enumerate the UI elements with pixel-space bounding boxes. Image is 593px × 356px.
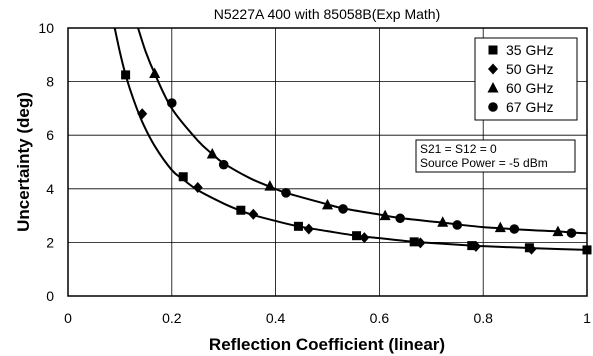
x-tick-label: 0.4 [266, 310, 286, 326]
y-axis-label: Uncertainty (deg) [14, 92, 33, 232]
data-point-diamond [303, 223, 314, 235]
legend-marker-square [488, 45, 498, 55]
x-tick-label: 0.2 [162, 310, 182, 326]
grid [68, 28, 587, 296]
y-tick-label: 6 [46, 127, 54, 143]
data-point-square [236, 205, 246, 215]
annotation-box [415, 139, 576, 173]
data-point-circle [395, 213, 405, 224]
data-point-triangle [494, 221, 506, 233]
data-point-circle [509, 224, 520, 234]
x-tick-label: 0 [64, 310, 72, 326]
y-tick-label: 10 [38, 20, 54, 36]
x-tick-label: 1 [583, 310, 591, 326]
legend-marker-diamond [488, 63, 498, 75]
markers [121, 67, 592, 255]
data-point-diamond [415, 237, 426, 249]
data-point-square [121, 70, 131, 80]
x-tick-labels: 0 0.2 0.4 0.6 0.8 1 [64, 310, 591, 326]
data-point-circle [218, 159, 229, 170]
data-point-diamond [137, 108, 148, 120]
x-tick-label: 0.8 [473, 310, 493, 326]
data-point-triangle [206, 147, 218, 159]
data-point-diamond [248, 208, 259, 220]
y-tick-label: 4 [46, 181, 54, 197]
data-point-circle [167, 98, 177, 108]
legend-items: 35 GHz 50 GHz 60 GHz 67 GHz [487, 42, 553, 115]
legend-label: 35 GHz [506, 42, 553, 58]
data-point-diamond [359, 232, 370, 244]
legend: 35 GHz 50 GHz 60 GHz 67 GHz [474, 37, 578, 121]
data-point-square [409, 237, 419, 247]
y-tick-labels: 0 2 4 6 8 10 [38, 20, 54, 304]
data-point-diamond [192, 181, 203, 193]
legend-label: 50 GHz [506, 61, 553, 77]
annotation-line-2: Source Power = -5 dBm [420, 156, 548, 170]
annotation: S21 = S12 = 0 Source Power = -5 dBm [415, 139, 576, 173]
data-point-circle [281, 188, 291, 198]
legend-label: 67 GHz [506, 99, 553, 115]
data-point-square [293, 221, 303, 231]
data-point-triangle [322, 198, 333, 210]
legend-marker-circle [488, 102, 498, 112]
data-point-diamond [526, 243, 537, 255]
data-point-circle [452, 220, 463, 230]
x-tick-label: 0.6 [370, 310, 390, 326]
legend-marker-triangle [487, 82, 499, 93]
data-point-triangle [264, 180, 276, 191]
data-point-square [352, 231, 362, 241]
data-point-triangle [552, 225, 564, 237]
data-point-diamond [470, 240, 481, 252]
data-point-square [582, 245, 592, 255]
data-point-triangle [379, 209, 391, 221]
chart-title: N5227A 400 with 85058B(Exp Math) [214, 6, 440, 22]
data-point-triangle [437, 216, 449, 227]
y-tick-label: 8 [46, 74, 54, 90]
data-point-circle [338, 204, 348, 214]
y-tick-label: 0 [46, 288, 54, 304]
legend-label: 60 GHz [506, 80, 553, 96]
y-tick-label: 2 [46, 234, 54, 250]
data-point-triangle [149, 67, 161, 79]
annotation-line-1: S21 = S12 = 0 [420, 142, 497, 156]
data-point-circle [566, 228, 577, 238]
x-axis-label: Reflection Coefficient (linear) [209, 335, 445, 354]
data-point-square [178, 172, 188, 182]
